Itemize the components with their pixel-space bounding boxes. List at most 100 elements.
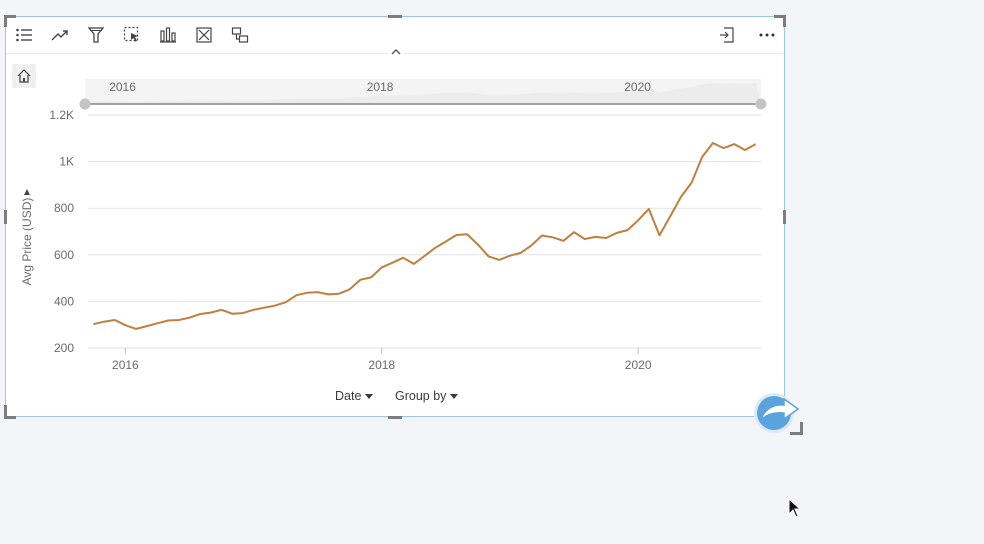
resize-handle-right[interactable] xyxy=(783,210,786,224)
data-point[interactable] xyxy=(443,239,449,245)
selection-icon xyxy=(123,26,139,42)
data-point[interactable] xyxy=(186,315,192,321)
data-point[interactable] xyxy=(507,253,513,259)
data-point[interactable] xyxy=(283,299,289,305)
data-point[interactable] xyxy=(272,303,278,309)
resize-handle-top-right[interactable] xyxy=(774,15,786,18)
data-point[interactable] xyxy=(742,147,748,153)
data-point[interactable] xyxy=(315,289,321,295)
navigator-left-handle[interactable] xyxy=(79,98,91,110)
data-point[interactable] xyxy=(592,234,598,240)
data-point[interactable] xyxy=(667,213,673,219)
data-point[interactable] xyxy=(657,232,663,238)
data-point[interactable] xyxy=(90,321,96,327)
resize-handle-top-left-v[interactable] xyxy=(4,15,7,27)
data-point[interactable] xyxy=(432,245,438,251)
data-point[interactable] xyxy=(603,235,609,241)
resize-handle-bottom-left[interactable] xyxy=(4,416,16,419)
data-point[interactable] xyxy=(133,326,139,332)
data-point[interactable] xyxy=(721,145,727,151)
y-axis-title-button[interactable]: Avg Price (USD) xyxy=(19,172,35,302)
data-point[interactable] xyxy=(154,320,160,326)
data-point[interactable] xyxy=(475,242,481,248)
legend-list-button[interactable] xyxy=(12,23,36,47)
zoom-home-button[interactable] xyxy=(12,64,36,88)
data-point[interactable] xyxy=(400,255,406,261)
data-point[interactable] xyxy=(357,277,363,283)
data-point[interactable] xyxy=(304,290,310,296)
data-point[interactable] xyxy=(368,274,374,280)
data-point[interactable] xyxy=(560,238,566,244)
collapse-navigator-button[interactable] xyxy=(388,46,404,58)
data-point[interactable] xyxy=(144,323,150,329)
series-line-avg-price[interactable] xyxy=(93,142,757,330)
share-action-button[interactable] xyxy=(752,390,802,436)
group-by-dropdown[interactable]: Group by xyxy=(395,389,459,403)
data-point[interactable] xyxy=(422,253,428,259)
legend-list-icon xyxy=(16,28,32,42)
data-point[interactable] xyxy=(101,319,107,325)
data-point[interactable] xyxy=(454,232,460,238)
resize-handle-top-left[interactable] xyxy=(4,15,16,18)
data-point[interactable] xyxy=(379,264,385,270)
data-point[interactable] xyxy=(261,305,267,311)
maximize-button[interactable] xyxy=(192,23,216,47)
data-point[interactable] xyxy=(240,310,246,316)
time-navigator[interactable]: 2016 2018 2020 xyxy=(79,79,767,110)
data-point[interactable] xyxy=(528,242,534,248)
data-point[interactable] xyxy=(293,292,299,298)
resize-handle-left[interactable] xyxy=(4,210,7,224)
data-point[interactable] xyxy=(208,310,214,316)
data-point[interactable] xyxy=(635,217,641,223)
data-point[interactable] xyxy=(550,234,556,240)
data-point[interactable] xyxy=(518,250,524,256)
trend-line-button[interactable] xyxy=(48,23,72,47)
data-point[interactable] xyxy=(336,291,342,297)
navigator-right-handle[interactable] xyxy=(755,98,767,110)
flip-card-button[interactable] xyxy=(228,23,252,47)
data-point[interactable] xyxy=(411,261,417,267)
data-point[interactable] xyxy=(731,141,737,147)
selection-button[interactable] xyxy=(120,23,144,47)
data-point[interactable] xyxy=(582,236,588,242)
data-point[interactable] xyxy=(389,260,395,266)
data-point[interactable] xyxy=(347,286,353,292)
data-point[interactable] xyxy=(624,227,630,233)
data-point[interactable] xyxy=(571,229,577,235)
chart-card[interactable]: Avg Price (USD) 2016 2018 2020 200 400 600 80… xyxy=(5,16,785,417)
data-point[interactable] xyxy=(539,232,545,238)
data-point[interactable] xyxy=(112,317,118,323)
resize-handle-bottom[interactable] xyxy=(388,416,402,419)
x-field-dropdown[interactable]: Date xyxy=(335,389,374,403)
resize-handle-top-right-v[interactable] xyxy=(783,15,786,27)
data-point[interactable] xyxy=(325,291,331,297)
resize-handle-bottom-right[interactable] xyxy=(790,432,803,435)
data-point[interactable] xyxy=(251,307,257,313)
export-button[interactable] xyxy=(715,23,739,47)
data-point[interactable] xyxy=(689,180,695,186)
data-point[interactable] xyxy=(197,311,203,317)
data-point[interactable] xyxy=(710,140,716,146)
filter-button[interactable] xyxy=(84,23,108,47)
data-point[interactable] xyxy=(165,318,171,324)
data-point[interactable] xyxy=(699,154,705,160)
data-point[interactable] xyxy=(219,307,225,313)
chart-svg[interactable]: 2016 2018 2020 200 400 600 800 1K 1.2K 2016 2018… xyxy=(6,17,784,416)
data-point[interactable] xyxy=(176,317,182,323)
more-options-button[interactable] xyxy=(755,23,779,47)
y-tick-label: 600 xyxy=(54,248,74,262)
data-point[interactable] xyxy=(753,141,759,147)
data-point[interactable] xyxy=(614,230,620,236)
resize-handle-top[interactable] xyxy=(388,15,402,18)
resize-handle-bottom-left-v[interactable] xyxy=(4,405,7,419)
data-point[interactable] xyxy=(486,253,492,259)
home-icon xyxy=(17,69,31,83)
data-point[interactable] xyxy=(229,311,235,317)
data-point[interactable] xyxy=(464,231,470,237)
resize-handle-bottom-right-v[interactable] xyxy=(800,422,803,435)
data-point[interactable] xyxy=(496,257,502,263)
data-point[interactable] xyxy=(646,206,652,212)
data-point[interactable] xyxy=(678,194,684,200)
visualization-type-button[interactable] xyxy=(156,23,180,47)
data-point[interactable] xyxy=(122,322,128,328)
